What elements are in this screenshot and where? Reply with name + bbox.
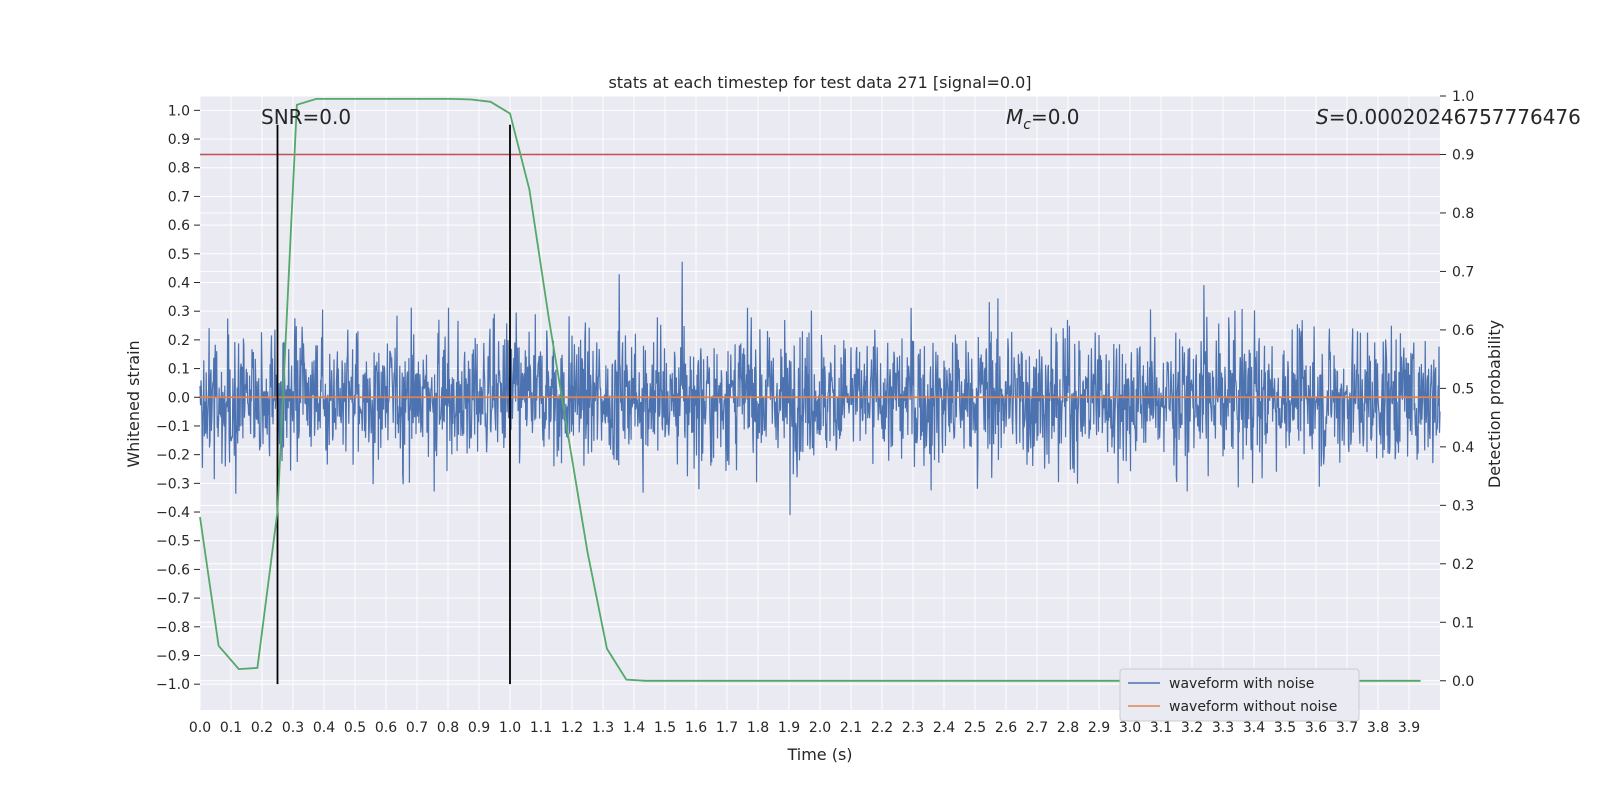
y-tick-label: 0.1 xyxy=(168,362,190,378)
x-tick-label: 2.6 xyxy=(995,720,1017,736)
snr-annotation: SNR=0.0 xyxy=(261,105,351,129)
y-tick-label: 0.0 xyxy=(168,390,190,406)
x-tick-label: 1.8 xyxy=(747,720,769,736)
s-annotation: S=0.00020246757776476 xyxy=(1316,105,1581,129)
y-tick-label: 1.0 xyxy=(168,103,190,119)
x-tick-label: 0.1 xyxy=(220,720,242,736)
overlays xyxy=(199,98,1440,685)
x-tick-label: 0.8 xyxy=(437,720,459,736)
y2-tick-label: 0.4 xyxy=(1452,440,1474,456)
y-tick-label: 0.2 xyxy=(168,333,190,349)
y2-tick-label: 0.7 xyxy=(1452,264,1474,280)
legend-label-noise: waveform with noise xyxy=(1169,676,1314,692)
x-tick-label: 3.4 xyxy=(1243,720,1265,736)
x-tick-label: 1.0 xyxy=(499,720,521,736)
x-tick-label: 2.0 xyxy=(809,720,831,736)
y2-tick-label: 0.8 xyxy=(1452,206,1474,222)
x-tick-label: 0.5 xyxy=(344,720,366,736)
y-tick-label: 0.7 xyxy=(168,189,190,205)
x-tick-label: 0.2 xyxy=(251,720,273,736)
legend-label-clean: waveform without noise xyxy=(1169,699,1337,715)
x-tick-label: 3.0 xyxy=(1119,720,1141,736)
detection-probability-line xyxy=(199,98,1421,682)
ticks: 0.0 0.1 0.2 0.3 0.4 0.5 0.6 0.7 0.8 0.9 1.0 1.1 1.2 1… xyxy=(156,89,1474,736)
x-tick-label: 3.7 xyxy=(1336,720,1358,736)
x-tick-label: 0.4 xyxy=(313,720,335,736)
series-waveform-with-noise xyxy=(199,261,1441,516)
y-tick-label: 0.8 xyxy=(168,161,190,177)
x-tick-label: 2.3 xyxy=(902,720,924,736)
chirp-mass-annotation: Mc=0.0 xyxy=(1006,105,1080,133)
x-tick-label: 3.2 xyxy=(1181,720,1203,736)
y-tick-label: 0.4 xyxy=(168,275,190,291)
y2-axis-label: Detection probability xyxy=(1485,320,1504,488)
x-tick-label: 0.7 xyxy=(406,720,428,736)
y-tick-label: 0.3 xyxy=(168,304,190,320)
y-tick-label: 0.6 xyxy=(168,218,190,234)
x-tick-label: 1.2 xyxy=(561,720,583,736)
y2-tick-label: 0.2 xyxy=(1452,557,1474,573)
noise-waveform-path xyxy=(199,261,1441,516)
y2-tick-label: 1.0 xyxy=(1452,89,1474,105)
s-value: =0.00020246757776476 xyxy=(1329,105,1581,129)
y2-tick-label: 0.3 xyxy=(1452,498,1474,514)
y-tick-label: 0.5 xyxy=(168,247,190,263)
y2-tick-label: 0.0 xyxy=(1452,674,1474,690)
x-tick-label: 2.7 xyxy=(1026,720,1048,736)
y-tick-label: −0.1 xyxy=(156,419,190,435)
x-tick-label: 2.4 xyxy=(933,720,955,736)
s-symbol: S xyxy=(1316,105,1329,129)
y-tick-label: −0.3 xyxy=(156,476,190,492)
y-tick-label: −1.0 xyxy=(156,677,190,693)
chirp-mass-symbol: M xyxy=(1006,105,1023,129)
chirp-mass-subscript: c xyxy=(1023,117,1031,133)
chart-title: stats at each timestep for test data 271… xyxy=(608,73,1031,92)
x-tick-label: 1.1 xyxy=(530,720,552,736)
x-tick-label: 3.3 xyxy=(1212,720,1234,736)
x-tick-label: 2.5 xyxy=(964,720,986,736)
x-tick-label: 1.7 xyxy=(716,720,738,736)
chirp-mass-value: =0.0 xyxy=(1031,105,1080,129)
y-tick-label: 0.9 xyxy=(168,132,190,148)
y-tick-label: −0.5 xyxy=(156,534,190,550)
x-tick-label: 3.5 xyxy=(1274,720,1296,736)
y2-tick-label: 0.1 xyxy=(1452,615,1474,631)
y-tick-label: −0.6 xyxy=(156,562,190,578)
x-tick-label: 3.6 xyxy=(1305,720,1327,736)
x-tick-label: 1.6 xyxy=(685,720,707,736)
x-tick-label: 3.9 xyxy=(1398,720,1420,736)
x-tick-label: 0.6 xyxy=(375,720,397,736)
x-tick-label: 2.9 xyxy=(1088,720,1110,736)
y-tick-label: −0.2 xyxy=(156,448,190,464)
y-tick-label: −0.9 xyxy=(156,648,190,664)
legend-box xyxy=(1119,668,1360,722)
x-tick-label: 2.8 xyxy=(1057,720,1079,736)
x-tick-label: 3.8 xyxy=(1367,720,1389,736)
x-tick-label: 0.9 xyxy=(468,720,490,736)
y2-tick-label: 0.9 xyxy=(1452,147,1474,163)
legend: waveform with noise waveform without noi… xyxy=(1119,668,1360,722)
x-axis-label: Time (s) xyxy=(786,745,852,764)
x-tick-label: 1.4 xyxy=(623,720,645,736)
x-tick-label: 0.3 xyxy=(282,720,304,736)
x-tick-label: 1.5 xyxy=(654,720,676,736)
y2-tick-label: 0.6 xyxy=(1452,323,1474,339)
y-axis-label: Whitened strain xyxy=(124,340,143,467)
x-tick-label: 2.2 xyxy=(871,720,893,736)
y-tick-label: −0.8 xyxy=(156,620,190,636)
x-tick-label: 1.9 xyxy=(778,720,800,736)
y-tick-label: −0.7 xyxy=(156,591,190,607)
x-tick-label: 0.0 xyxy=(189,720,211,736)
x-tick-label: 2.1 xyxy=(840,720,862,736)
y2-tick-label: 0.5 xyxy=(1452,381,1474,397)
x-tick-label: 3.1 xyxy=(1150,720,1172,736)
x-tick-label: 1.3 xyxy=(592,720,614,736)
y-tick-label: −0.4 xyxy=(156,505,190,521)
